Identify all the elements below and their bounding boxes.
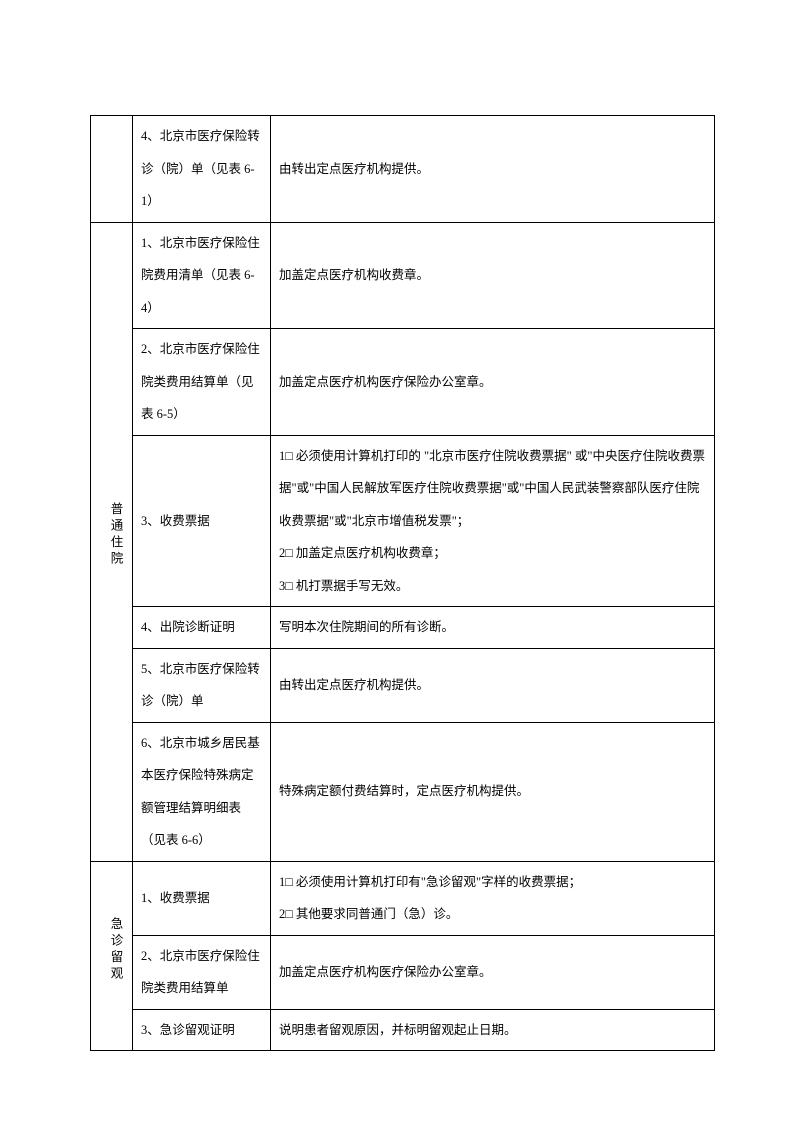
desc-cell: 加盖定点医疗机构收费章。 bbox=[271, 222, 715, 329]
item-cell: 1、北京市医疗保险住院费用清单（见表 6-4） bbox=[133, 222, 271, 329]
page-frame: 4、北京市医疗保险转诊（院）单（见表 6-1） 由转出定点医疗机构提供。 普通住… bbox=[90, 115, 715, 1051]
table-row: 6、北京市城乡居民基本医疗保险特殊病定额管理结算明细表（见表 6-6） 特殊病定… bbox=[91, 722, 715, 861]
item-cell: 6、北京市城乡居民基本医疗保险特殊病定额管理结算明细表（见表 6-6） bbox=[133, 722, 271, 861]
item-cell: 4、北京市医疗保险转诊（院）单（见表 6-1） bbox=[133, 116, 271, 223]
item-cell: 1、收费票据 bbox=[133, 861, 271, 935]
category-label: 普通住院 bbox=[99, 502, 132, 568]
desc-cell: 加盖定点医疗机构医疗保险办公室章。 bbox=[271, 329, 715, 436]
category-cell-blank bbox=[91, 116, 133, 223]
desc-cell: 由转出定点医疗机构提供。 bbox=[271, 648, 715, 722]
table-row: 3、急诊留观证明 说明患者留观原因，并标明留观起止日期。 bbox=[91, 1009, 715, 1051]
category-label: 急诊留观 bbox=[99, 917, 132, 983]
desc-cell: 由转出定点医疗机构提供。 bbox=[271, 116, 715, 223]
table-row: 2、北京市医疗保险住院类费用结算单（见表 6-5） 加盖定点医疗机构医疗保险办公… bbox=[91, 329, 715, 436]
table-row: 2、北京市医疗保险住院类费用结算单 加盖定点医疗机构医疗保险办公室章。 bbox=[91, 935, 715, 1009]
requirements-table: 4、北京市医疗保险转诊（院）单（见表 6-1） 由转出定点医疗机构提供。 普通住… bbox=[90, 115, 715, 1051]
item-cell: 3、急诊留观证明 bbox=[133, 1009, 271, 1051]
item-cell: 3、收费票据 bbox=[133, 435, 271, 607]
table-row: 普通住院 1、北京市医疗保险住院费用清单（见表 6-4） 加盖定点医疗机构收费章… bbox=[91, 222, 715, 329]
item-cell: 4、出院诊断证明 bbox=[133, 607, 271, 649]
desc-cell: 说明患者留观原因，并标明留观起止日期。 bbox=[271, 1009, 715, 1051]
item-cell: 5、北京市医疗保险转诊（院）单 bbox=[133, 648, 271, 722]
table-row: 4、出院诊断证明 写明本次住院期间的所有诊断。 bbox=[91, 607, 715, 649]
item-cell: 2、北京市医疗保险住院类费用结算单 bbox=[133, 935, 271, 1009]
desc-cell: 特殊病定额付费结算时，定点医疗机构提供。 bbox=[271, 722, 715, 861]
desc-cell: 1□ 必须使用计算机打印的 "北京市医疗住院收费票据" 或"中央医疗住院收费票据… bbox=[271, 435, 715, 607]
table-row: 5、北京市医疗保险转诊（院）单 由转出定点医疗机构提供。 bbox=[91, 648, 715, 722]
category-cell-jizhen: 急诊留观 bbox=[91, 861, 133, 1051]
table-row: 4、北京市医疗保险转诊（院）单（见表 6-1） 由转出定点医疗机构提供。 bbox=[91, 116, 715, 223]
desc-cell: 写明本次住院期间的所有诊断。 bbox=[271, 607, 715, 649]
item-cell: 2、北京市医疗保险住院类费用结算单（见表 6-5） bbox=[133, 329, 271, 436]
category-cell-putong: 普通住院 bbox=[91, 222, 133, 861]
table-row: 3、收费票据 1□ 必须使用计算机打印的 "北京市医疗住院收费票据" 或"中央医… bbox=[91, 435, 715, 607]
desc-cell: 加盖定点医疗机构医疗保险办公室章。 bbox=[271, 935, 715, 1009]
desc-cell: 1□ 必须使用计算机打印有"急诊留观"字样的收费票据； 2□ 其他要求同普通门（… bbox=[271, 861, 715, 935]
table-row: 急诊留观 1、收费票据 1□ 必须使用计算机打印有"急诊留观"字样的收费票据； … bbox=[91, 861, 715, 935]
